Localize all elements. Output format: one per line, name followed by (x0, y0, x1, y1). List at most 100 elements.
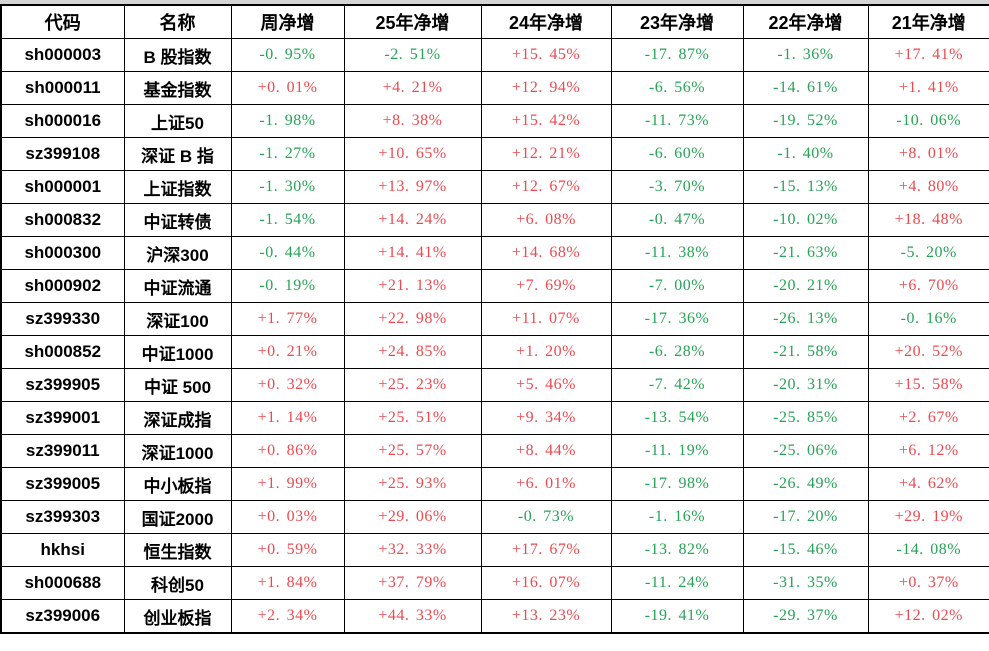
cell-y24[interactable]: +14. 68% (480, 236, 612, 270)
cell-y22[interactable]: -15. 46% (742, 533, 869, 567)
cell-y22[interactable]: -25. 85% (742, 401, 869, 435)
cell-y21[interactable]: +8. 01% (867, 137, 989, 171)
cell-y25[interactable]: +37. 79% (343, 566, 482, 600)
cell-code[interactable]: sz399108 (0, 137, 125, 171)
cell-y23[interactable]: -11. 24% (610, 566, 744, 600)
cell-y23[interactable]: -11. 73% (610, 104, 744, 138)
cell-code[interactable]: sz399303 (0, 500, 125, 534)
cell-y23[interactable]: -7. 00% (610, 269, 744, 303)
cell-y23[interactable]: -17. 36% (610, 302, 744, 336)
cell-y22[interactable]: -1. 40% (742, 137, 869, 171)
cell-week[interactable]: +0. 59% (230, 533, 345, 567)
cell-name[interactable]: 科创50 (123, 566, 232, 600)
cell-y25[interactable]: +25. 23% (343, 368, 482, 402)
cell-y25[interactable]: +29. 06% (343, 500, 482, 534)
cell-y23[interactable]: -11. 38% (610, 236, 744, 270)
cell-code[interactable]: sz399905 (0, 368, 125, 402)
cell-y23[interactable]: -19. 41% (610, 599, 744, 634)
cell-y23[interactable]: -0. 47% (610, 203, 744, 237)
cell-y23[interactable]: -1. 16% (610, 500, 744, 534)
cell-y25[interactable]: +13. 97% (343, 170, 482, 204)
cell-week[interactable]: +1. 84% (230, 566, 345, 600)
cell-y22[interactable]: -15. 13% (742, 170, 869, 204)
cell-week[interactable]: +0. 01% (230, 71, 345, 105)
cell-name[interactable]: 深证成指 (123, 401, 232, 435)
cell-y23[interactable]: -6. 60% (610, 137, 744, 171)
cell-code[interactable]: sh000003 (0, 38, 125, 72)
cell-y21[interactable]: -10. 06% (867, 104, 989, 138)
cell-week[interactable]: -1. 98% (230, 104, 345, 138)
cell-y21[interactable]: +0. 37% (867, 566, 989, 600)
cell-y23[interactable]: -17. 87% (610, 38, 744, 72)
cell-name[interactable]: 中证 500 (123, 368, 232, 402)
cell-y22[interactable]: -10. 02% (742, 203, 869, 237)
cell-week[interactable]: -0. 44% (230, 236, 345, 270)
cell-y21[interactable]: +18. 48% (867, 203, 989, 237)
cell-name[interactable]: 国证2000 (123, 500, 232, 534)
cell-y24[interactable]: +17. 67% (480, 533, 612, 567)
cell-name[interactable]: 沪深300 (123, 236, 232, 270)
cell-name[interactable]: 上证50 (123, 104, 232, 138)
cell-y22[interactable]: -1. 36% (742, 38, 869, 72)
cell-week[interactable]: -0. 95% (230, 38, 345, 72)
cell-y23[interactable]: -17. 98% (610, 467, 744, 501)
cell-code[interactable]: sh000688 (0, 566, 125, 600)
cell-week[interactable]: -0. 19% (230, 269, 345, 303)
cell-y21[interactable]: +6. 12% (867, 434, 989, 468)
column-header-y22[interactable]: 22年净增 (742, 4, 869, 39)
cell-y25[interactable]: +21. 13% (343, 269, 482, 303)
cell-week[interactable]: +1. 77% (230, 302, 345, 336)
cell-code[interactable]: sh000852 (0, 335, 125, 369)
cell-y24[interactable]: +6. 08% (480, 203, 612, 237)
cell-code[interactable]: sz399005 (0, 467, 125, 501)
cell-code[interactable]: sh000832 (0, 203, 125, 237)
cell-y25[interactable]: +14. 24% (343, 203, 482, 237)
cell-y25[interactable]: +25. 57% (343, 434, 482, 468)
cell-y21[interactable]: -0. 16% (867, 302, 989, 336)
cell-week[interactable]: +2. 34% (230, 599, 345, 634)
cell-y24[interactable]: +5. 46% (480, 368, 612, 402)
cell-y21[interactable]: +17. 41% (867, 38, 989, 72)
cell-week[interactable]: -1. 30% (230, 170, 345, 204)
cell-name[interactable]: 深证1000 (123, 434, 232, 468)
cell-name[interactable]: 深证100 (123, 302, 232, 336)
cell-y25[interactable]: +25. 93% (343, 467, 482, 501)
cell-y22[interactable]: -25. 06% (742, 434, 869, 468)
cell-code[interactable]: sh000011 (0, 71, 125, 105)
cell-y24[interactable]: +7. 69% (480, 269, 612, 303)
cell-code[interactable]: sz399011 (0, 434, 125, 468)
cell-y23[interactable]: -7. 42% (610, 368, 744, 402)
cell-y21[interactable]: +4. 62% (867, 467, 989, 501)
cell-y21[interactable]: -5. 20% (867, 236, 989, 270)
cell-y22[interactable]: -19. 52% (742, 104, 869, 138)
cell-y24[interactable]: +11. 07% (480, 302, 612, 336)
cell-y22[interactable]: -26. 13% (742, 302, 869, 336)
cell-y21[interactable]: -14. 08% (867, 533, 989, 567)
cell-y24[interactable]: +12. 94% (480, 71, 612, 105)
cell-y22[interactable]: -21. 63% (742, 236, 869, 270)
column-header-name[interactable]: 名称 (123, 4, 232, 39)
cell-week[interactable]: +0. 32% (230, 368, 345, 402)
cell-name[interactable]: 创业板指 (123, 599, 232, 634)
cell-name[interactable]: 深证 B 指 (123, 137, 232, 171)
cell-week[interactable]: -1. 27% (230, 137, 345, 171)
cell-y25[interactable]: +32. 33% (343, 533, 482, 567)
cell-week[interactable]: -1. 54% (230, 203, 345, 237)
cell-y22[interactable]: -20. 31% (742, 368, 869, 402)
column-header-y25[interactable]: 25年净增 (343, 4, 482, 39)
cell-y24[interactable]: -0. 73% (480, 500, 612, 534)
cell-code[interactable]: sh000016 (0, 104, 125, 138)
cell-y25[interactable]: +4. 21% (343, 71, 482, 105)
cell-name[interactable]: 恒生指数 (123, 533, 232, 567)
cell-code[interactable]: sz399330 (0, 302, 125, 336)
cell-name[interactable]: 中证流通 (123, 269, 232, 303)
cell-y25[interactable]: +22. 98% (343, 302, 482, 336)
cell-y23[interactable]: -13. 54% (610, 401, 744, 435)
cell-code[interactable]: sz399001 (0, 401, 125, 435)
cell-y22[interactable]: -26. 49% (742, 467, 869, 501)
cell-y22[interactable]: -20. 21% (742, 269, 869, 303)
cell-y21[interactable]: +2. 67% (867, 401, 989, 435)
cell-y21[interactable]: +12. 02% (867, 599, 989, 634)
cell-week[interactable]: +0. 21% (230, 335, 345, 369)
cell-week[interactable]: +0. 03% (230, 500, 345, 534)
